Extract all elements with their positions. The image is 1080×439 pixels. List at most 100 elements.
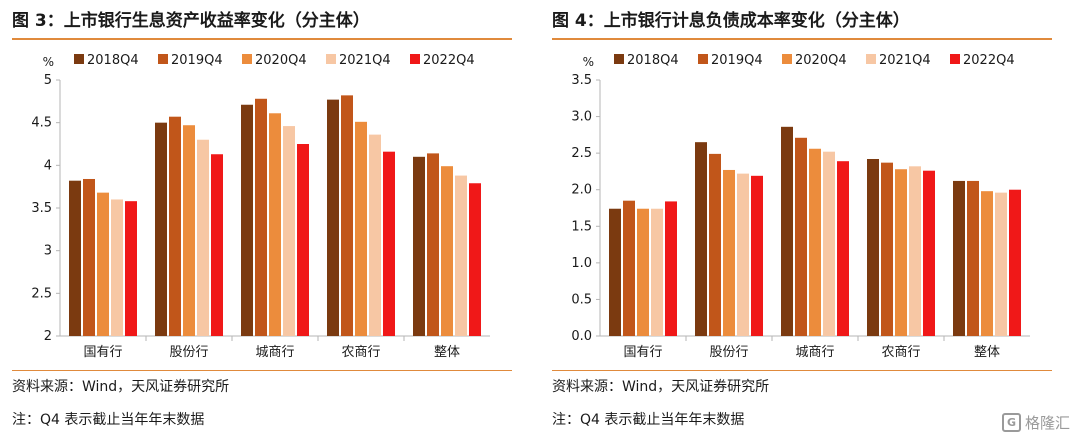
y-tick-label: 1.5	[571, 219, 592, 234]
y-tick-label: 3.0	[571, 110, 592, 125]
bar-2019Q4	[795, 137, 807, 336]
bar-2019Q4	[623, 200, 635, 336]
source-text: 资料来源：Wind，天风证券研究所	[552, 379, 770, 395]
bar-2021Q4	[737, 173, 749, 336]
title-rule	[12, 38, 512, 40]
title-rule	[552, 38, 1052, 40]
bar-2018Q4	[69, 180, 81, 336]
x-category-label: 国有行	[623, 345, 662, 360]
bar-2021Q4	[823, 151, 835, 336]
legend-swatch	[326, 54, 336, 64]
y-tick-label: 3	[44, 244, 52, 259]
y-tick-label: 2.0	[571, 183, 592, 198]
y-tick-label: 2.5	[571, 146, 592, 161]
bar-2018Q4	[413, 156, 425, 336]
bar-2019Q4	[427, 153, 439, 336]
bar-2021Q4	[995, 192, 1007, 336]
watermark-text: 格隆汇	[1024, 414, 1070, 432]
y-tick-label: 4.5	[31, 116, 52, 131]
bar-2018Q4	[609, 208, 621, 336]
source-text: 资料来源：Wind，天风证券研究所	[12, 379, 230, 395]
bar-2020Q4	[183, 125, 195, 336]
bar-2018Q4	[953, 180, 965, 336]
bar-2018Q4	[327, 99, 339, 336]
legend-swatch	[698, 54, 708, 64]
y-tick-label: 0.0	[571, 329, 592, 344]
chart-panel-left: 图 3：上市银行生息资产收益率变化（分主体） 2018Q4 2019Q4 2020Q…	[12, 0, 512, 439]
chart-title: 图 4：上市银行计息负债成本率变化（分主体）	[552, 11, 910, 31]
watermark-logo-icon: G	[1001, 413, 1021, 432]
bar-2019Q4	[83, 178, 95, 336]
bar-2022Q4	[837, 161, 849, 336]
legend-swatch	[74, 54, 84, 64]
bar-2019Q4	[967, 180, 979, 336]
legend-swatch	[950, 54, 960, 64]
legend-label: 2020Q4	[795, 53, 847, 68]
legend-label: 2022Q4	[963, 53, 1015, 68]
bar-2019Q4	[881, 162, 893, 336]
chart-title: 图 3：上市银行生息资产收益率变化（分主体）	[12, 11, 370, 31]
bar-2021Q4	[651, 208, 663, 336]
bar-2021Q4	[283, 126, 295, 336]
bar-2021Q4	[909, 166, 921, 336]
legend-label: 2021Q4	[879, 53, 931, 68]
bar-2018Q4	[867, 158, 879, 336]
bar-2022Q4	[125, 201, 137, 336]
y-tick-label: 4	[44, 158, 52, 173]
y-unit-label: %	[583, 55, 594, 69]
bar-2022Q4	[297, 144, 309, 336]
bar-2021Q4	[369, 134, 381, 336]
legend-label: 2019Q4	[711, 53, 763, 68]
bar-2022Q4	[1009, 189, 1021, 336]
legend-swatch	[614, 54, 624, 64]
legend-label: 2020Q4	[255, 53, 307, 68]
bar-2020Q4	[981, 191, 993, 336]
legend-label: 2019Q4	[171, 53, 223, 68]
bar-2020Q4	[355, 121, 367, 337]
x-category-label: 股份行	[709, 345, 748, 360]
x-category-label: 股份行	[169, 345, 208, 360]
y-tick-label: 0.5	[571, 292, 592, 307]
bar-2018Q4	[155, 122, 167, 337]
y-tick-label: 1.0	[571, 256, 592, 271]
liability-cost-chart: 2018Q4 2019Q4 2020Q4 2021Q4 2022Q4% 0.0 0.5 1.0…	[571, 53, 1030, 360]
bar-2018Q4	[241, 104, 253, 336]
bar-2021Q4	[111, 199, 123, 336]
bar-2021Q4	[197, 139, 209, 336]
legend-label: 2018Q4	[627, 53, 679, 68]
footer-rule	[552, 370, 1052, 371]
y-tick-label: 2.5	[31, 286, 52, 301]
bar-2020Q4	[637, 208, 649, 336]
y-tick-label: 3.5	[571, 73, 592, 88]
chart-panel-right: 图 4：上市银行计息负债成本率变化（分主体） 2018Q4 2019Q4 2020Q…	[552, 0, 1052, 439]
legend-swatch	[410, 54, 420, 64]
x-category-label: 整体	[434, 345, 460, 360]
note-text: 注：Q4 表示截止当年年末数据	[552, 412, 745, 428]
y-tick-label: 2	[44, 329, 52, 344]
watermark: G 格隆汇	[1001, 412, 1070, 433]
legend-label: 2022Q4	[423, 53, 475, 68]
bar-2021Q4	[455, 175, 467, 336]
x-category-label: 农商行	[881, 345, 920, 360]
note-text: 注：Q4 表示截止当年年末数据	[12, 412, 205, 428]
bar-2022Q4	[923, 170, 935, 336]
bar-2018Q4	[695, 142, 707, 336]
bar-2020Q4	[809, 148, 821, 336]
y-tick-label: 3.5	[31, 201, 52, 216]
bar-2019Q4	[709, 153, 721, 336]
bar-2020Q4	[723, 169, 735, 336]
bar-2019Q4	[169, 116, 181, 337]
legend-swatch	[242, 54, 252, 64]
legend-swatch	[158, 54, 168, 64]
asset-yield-chart: 2018Q4 2019Q4 2020Q4 2021Q4 2022Q4% 2 2.5 3 3.5 4…	[31, 53, 490, 360]
bar-2019Q4	[255, 98, 267, 336]
x-category-label: 农商行	[341, 345, 380, 360]
footer-rule	[12, 370, 512, 371]
legend-swatch	[782, 54, 792, 64]
bar-2022Q4	[383, 151, 395, 336]
bar-2022Q4	[211, 154, 223, 336]
bar-2022Q4	[469, 183, 481, 336]
legend-swatch	[866, 54, 876, 64]
x-category-label: 城商行	[795, 345, 834, 360]
y-tick-label: 5	[44, 73, 52, 88]
